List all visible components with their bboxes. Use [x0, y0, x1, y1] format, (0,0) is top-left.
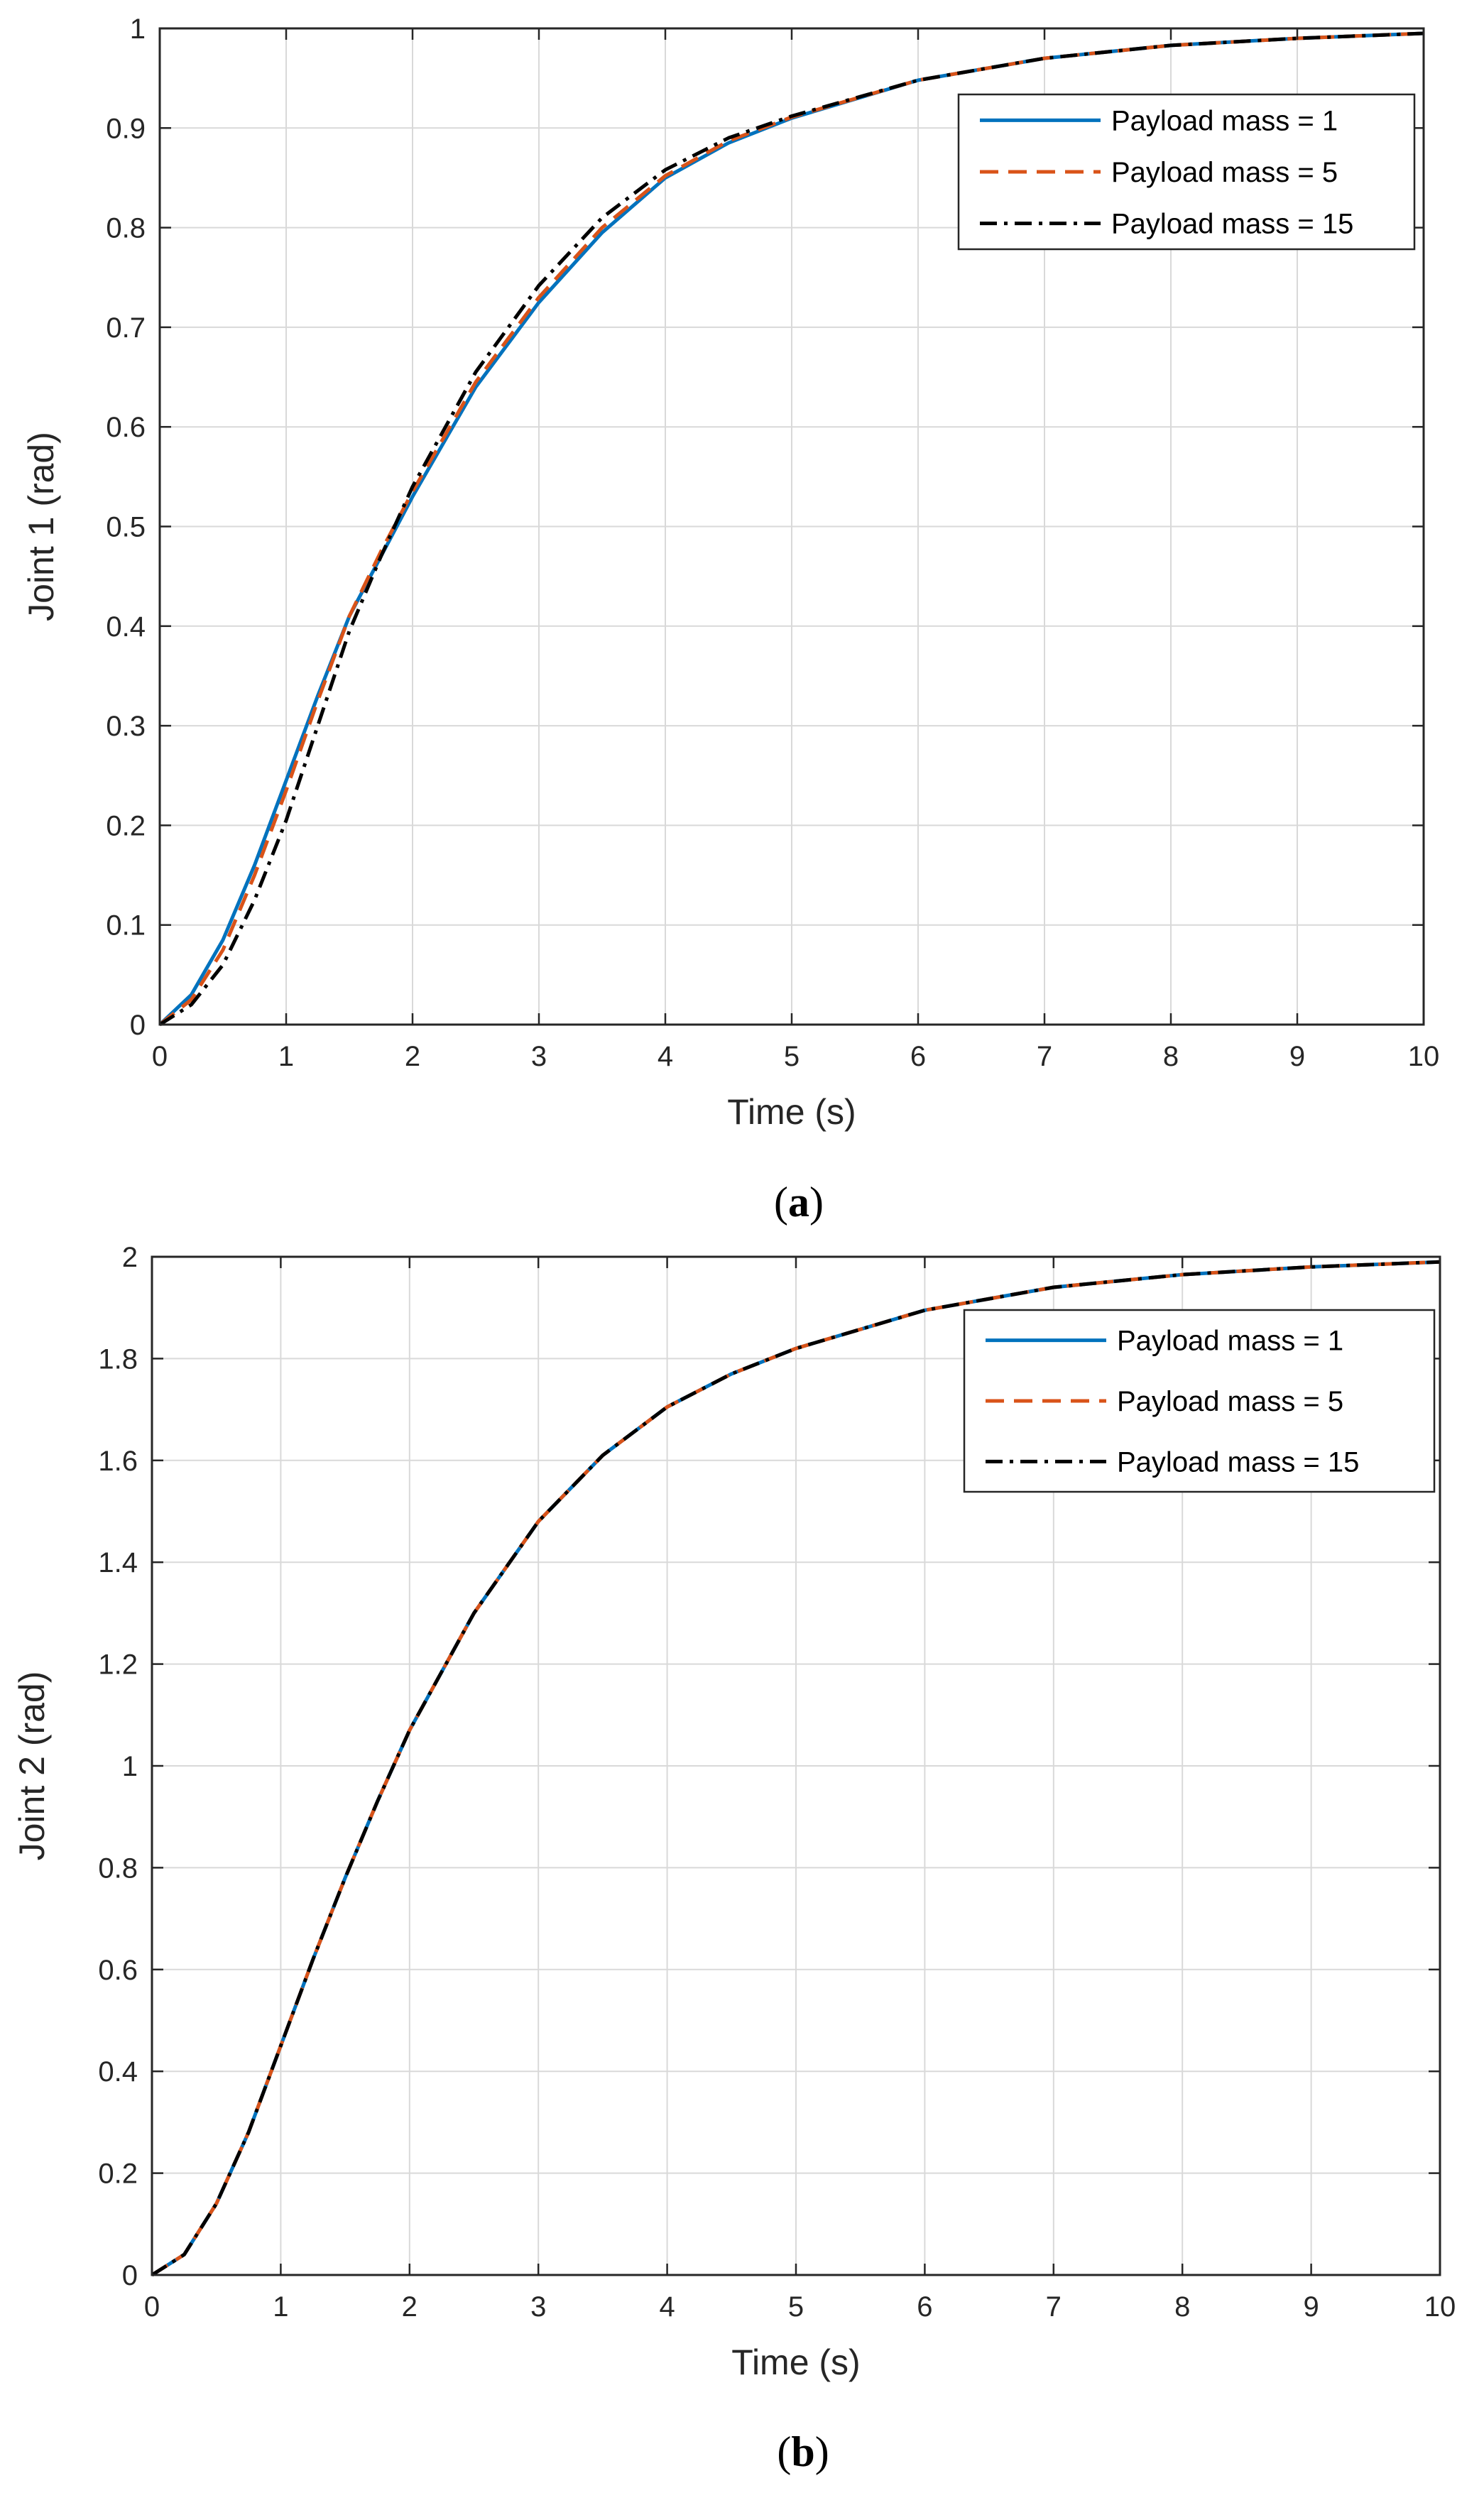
- y-tick-label: 0.9: [106, 113, 146, 144]
- y-tick-label: 1.4: [98, 1547, 138, 1578]
- y-tick-label: 1.2: [98, 1649, 138, 1681]
- y-tick-label: 1.8: [98, 1343, 138, 1375]
- y-tick-label: 0.6: [98, 1955, 138, 1986]
- y-tick-label: 2: [122, 1242, 138, 1273]
- panel-caption: (a): [774, 1179, 824, 1226]
- y-tick-label: 0.6: [106, 412, 146, 443]
- y-tick-label: 0: [130, 1010, 146, 1041]
- y-tick-label: 0.3: [106, 711, 146, 742]
- x-tick-label: 10: [1408, 1041, 1440, 1072]
- panel-a: 0 1 2 3 4 5 6 7 8 9 10 0 0.1 0.2 0.3 0.4 0.5 0.6 0.7 0.8 0.9…: [21, 13, 1439, 1226]
- series-line-3: [158, 31, 1424, 1027]
- x-tick-label: 3: [530, 2291, 546, 2323]
- x-tick-label: 10: [1424, 2291, 1456, 2323]
- panel-b: 0 1 2 3 4 5 6 7 8 9 10 0 0.2 0.4 0.6 0.8 1 1.2 1.4 1.6 1.8 2 T…: [12, 1242, 1456, 2475]
- y-tick-label: 0.7: [106, 312, 146, 344]
- y-tick-label: 0.8: [106, 213, 146, 244]
- panel-letter: a: [788, 1179, 809, 1226]
- y-tick-label: 0.4: [106, 611, 146, 643]
- x-tick-label: 2: [405, 1041, 420, 1072]
- x-tick-label: 6: [917, 2291, 932, 2323]
- legend: Payload mass = 1 Payload mass = 5 Payload …: [957, 93, 1416, 251]
- x-tick-label: 4: [659, 2291, 675, 2323]
- x-tick-label: 7: [1037, 1041, 1052, 1072]
- x-tick-label: 1: [273, 2291, 288, 2323]
- y-axis-label: Joint 2 (rad): [12, 1671, 52, 1861]
- x-axis-label: Time (s): [727, 1092, 856, 1132]
- x-tick-label: 6: [910, 1041, 926, 1072]
- x-tick-label: 4: [658, 1041, 673, 1072]
- y-tick-label: 0.2: [98, 2159, 138, 2190]
- x-tick-label: 5: [784, 1041, 800, 1072]
- x-tick-label: 0: [144, 2291, 160, 2323]
- series-line-2: [151, 1260, 1441, 2277]
- x-tick-label: 2: [402, 2291, 418, 2323]
- x-tick-label: 1: [278, 1041, 294, 1072]
- y-tick-label: 1: [130, 13, 146, 45]
- legend-label-3: Payload mass = 15: [1111, 209, 1353, 240]
- x-tick-label: 8: [1174, 2291, 1190, 2323]
- y-tick-label: 1.6: [98, 1446, 138, 1477]
- panel-caption: (b): [777, 2428, 829, 2475]
- legend-label-3: Payload mass = 15: [1117, 1446, 1359, 1478]
- x-tick-label: 9: [1303, 2291, 1319, 2323]
- panel-letter: b: [791, 2428, 814, 2475]
- y-tick-label: 0.1: [106, 910, 146, 942]
- x-tick-label: 0: [152, 1041, 168, 1072]
- legend-label-1: Payload mass = 1: [1117, 1326, 1343, 1357]
- y-tick-label: 0.4: [98, 2056, 138, 2088]
- x-tick-label: 5: [788, 2291, 804, 2323]
- legend: Payload mass = 1 Payload mass = 5 Payload …: [963, 1309, 1436, 1493]
- x-tick-label: 8: [1163, 1041, 1179, 1072]
- x-tick-label: 3: [531, 1041, 547, 1072]
- x-tick-label: 9: [1289, 1041, 1305, 1072]
- legend-label-1: Payload mass = 1: [1111, 105, 1338, 136]
- y-tick-label: 0: [122, 2260, 138, 2291]
- x-tick-label: 7: [1046, 2291, 1062, 2323]
- y-axis-label: Joint 1 (rad): [21, 432, 61, 621]
- y-tick-label: 1: [122, 1751, 138, 1782]
- series-line-1: [158, 31, 1424, 1026]
- series-line-2: [158, 31, 1424, 1026]
- x-axis-label: Time (s): [731, 2342, 860, 2382]
- legend-label-2: Payload mass = 5: [1117, 1386, 1343, 1417]
- y-tick-label: 0.2: [106, 810, 146, 841]
- y-tick-label: 0.8: [98, 1853, 138, 1884]
- y-tick-label: 0.5: [106, 512, 146, 543]
- legend-label-2: Payload mass = 5: [1111, 157, 1338, 188]
